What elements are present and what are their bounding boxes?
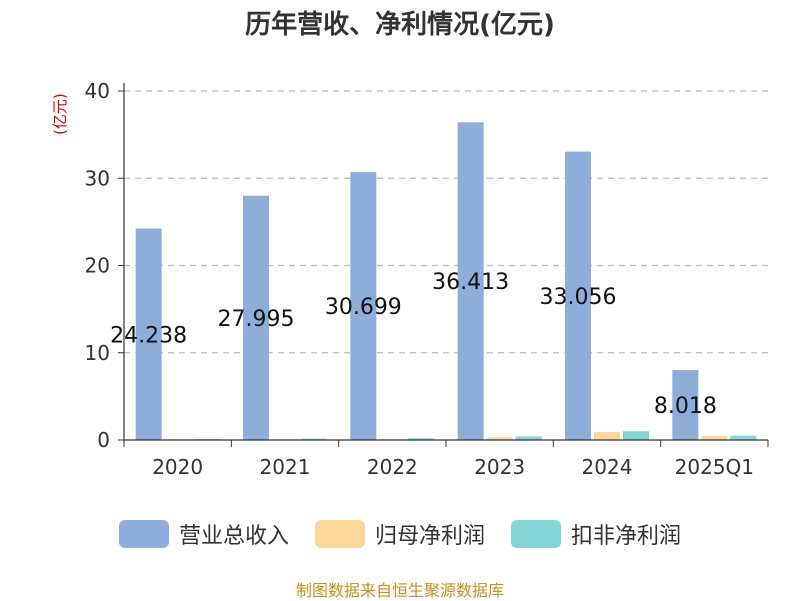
bar-3-2025Q1 bbox=[730, 435, 757, 440]
bar-1-2020 bbox=[135, 228, 162, 440]
bar-2-2025Q1 bbox=[701, 436, 728, 440]
legend-item[interactable]: 归母净利润 bbox=[314, 518, 485, 550]
bars bbox=[135, 122, 757, 441]
bar-3-2023 bbox=[515, 436, 542, 440]
legend-swatch bbox=[314, 520, 365, 548]
data-label: 27.995 bbox=[218, 307, 295, 332]
x-tick-label: 2020 bbox=[152, 455, 203, 479]
bar-2-2023 bbox=[486, 437, 513, 440]
data-labels: 24.238 27.995 30.699 36.413 33.056 8.018 bbox=[110, 270, 717, 419]
data-label: 30.699 bbox=[325, 295, 402, 320]
y-tick-label: 0 bbox=[97, 428, 110, 452]
data-label: 8.018 bbox=[654, 394, 717, 419]
chart-title: 历年营收、净利情况(亿元) bbox=[245, 10, 555, 40]
bar-1-2022 bbox=[350, 172, 377, 440]
bar-3-2022 bbox=[408, 438, 435, 440]
grid-lines bbox=[124, 90, 768, 354]
bar-3-2024 bbox=[623, 431, 649, 440]
y-tick-label: 40 bbox=[85, 79, 110, 103]
legend-label: 营业总收入 bbox=[178, 524, 289, 549]
data-label: 33.056 bbox=[540, 285, 617, 310]
bar-1-2023 bbox=[457, 122, 484, 441]
legend-label: 归母净利润 bbox=[374, 524, 485, 549]
x-tick-label: 2024 bbox=[582, 455, 633, 479]
bar-1-2025Q1 bbox=[672, 370, 699, 440]
x-tick-label: 2021 bbox=[260, 455, 311, 479]
data-label: 24.238 bbox=[110, 323, 187, 348]
axes: 0 10 20 30 40 2020 2021 2022 2023 2024 2025Q1 bbox=[85, 79, 769, 479]
legend: 营业总收入 归母净利润 扣非净利润 bbox=[0, 518, 800, 550]
y-tick-label: 20 bbox=[85, 254, 110, 278]
legend-item[interactable]: 扣非净利润 bbox=[511, 518, 681, 550]
legend-swatch bbox=[511, 520, 561, 548]
bar-1-2024 bbox=[565, 151, 591, 440]
x-tick-label: 2022 bbox=[367, 455, 418, 479]
source-note: 制图数据来自恒生聚源数据库 bbox=[295, 581, 504, 600]
x-tick-label: 2023 bbox=[474, 455, 525, 479]
legend-label: 扣非净利润 bbox=[571, 524, 682, 549]
y-tick-label: 10 bbox=[85, 341, 110, 365]
bar-2-2024 bbox=[594, 432, 620, 440]
data-label: 36.413 bbox=[432, 270, 509, 295]
bar-1-2021 bbox=[243, 195, 269, 440]
bar-3-2021 bbox=[301, 438, 327, 440]
x-tick-label: 2025Q1 bbox=[675, 455, 754, 479]
y-tick-label: 30 bbox=[85, 166, 110, 190]
legend-item[interactable]: 营业总收入 bbox=[118, 518, 289, 550]
legend-swatch bbox=[118, 520, 169, 548]
